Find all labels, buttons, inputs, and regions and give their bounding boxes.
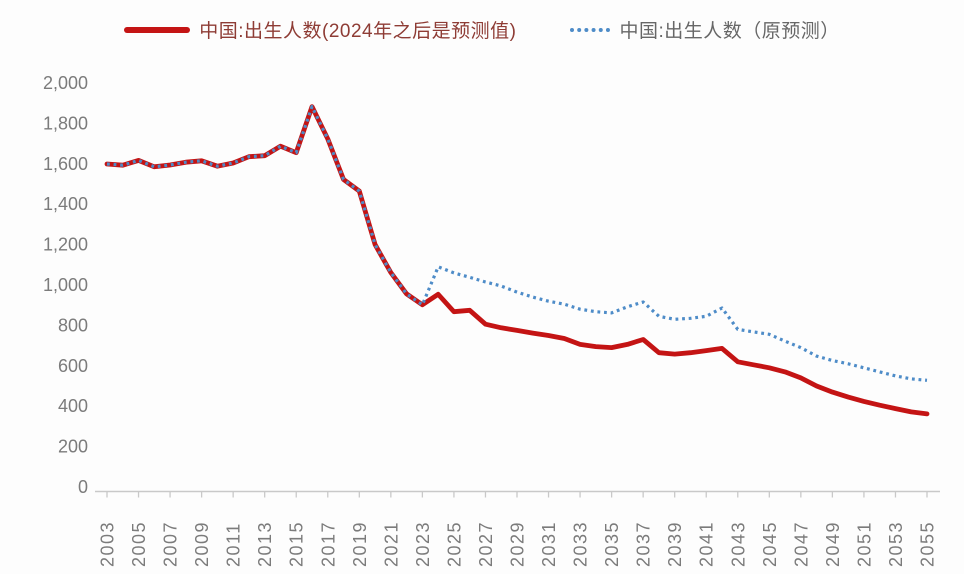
x-axis-label: 2051 xyxy=(854,521,874,567)
x-axis-label: 2009 xyxy=(192,521,212,567)
red-solid-line-swatch xyxy=(124,26,191,33)
x-axis-label: 2041 xyxy=(697,521,717,567)
x-axis-label: 2013 xyxy=(255,521,275,567)
x-axis-label: 2027 xyxy=(476,521,496,567)
x-axis-label: 2039 xyxy=(665,521,685,567)
x-axis-label: 2031 xyxy=(539,521,559,567)
y-axis-label: 400 xyxy=(58,396,88,416)
x-axis-label: 2007 xyxy=(161,521,181,567)
x-axis-label: 2019 xyxy=(350,521,370,567)
x-axis-label: 2005 xyxy=(129,521,149,567)
x-axis-label: 2025 xyxy=(444,521,464,567)
x-axis-label: 2049 xyxy=(823,521,843,567)
y-axis-label: 800 xyxy=(58,315,88,335)
x-axis-label: 2033 xyxy=(571,521,591,567)
x-axis-label: 2045 xyxy=(760,521,780,567)
x-axis-label: 2017 xyxy=(318,521,338,567)
chart-legend: 中国:出生人数(2024年之后是预测值) 中国:出生人数（原预测） xyxy=(0,16,964,43)
legend-label-original-forecast: 中国:出生人数（原预测） xyxy=(619,21,840,42)
x-axis-label: 2029 xyxy=(508,521,528,567)
y-axis-label: 200 xyxy=(58,437,88,457)
x-axis-label: 2055 xyxy=(918,521,938,567)
y-axis-label: 1,800 xyxy=(43,113,88,133)
x-axis-label: 2003 xyxy=(98,521,118,567)
x-axis-label: 2053 xyxy=(886,521,906,567)
original-forecast-dotted-line xyxy=(106,104,928,382)
legend-item-original-forecast: 中国:出生人数（原预测） xyxy=(570,16,839,43)
x-axis-label: 2023 xyxy=(413,521,433,567)
birth-forecast-line xyxy=(104,104,930,417)
y-axis-label: 1,600 xyxy=(43,154,88,174)
legend-item-new-forecast: 中国:出生人数(2024年之后是预测值) xyxy=(124,16,516,43)
legend-label-new-forecast: 中国:出生人数(2024年之后是预测值) xyxy=(199,21,517,42)
x-axis-label: 2021 xyxy=(381,521,401,567)
x-axis-label: 2043 xyxy=(728,521,748,567)
y-axis-label: 1,400 xyxy=(43,194,88,214)
x-axis-label: 2047 xyxy=(791,521,811,567)
x-axis-label: 2037 xyxy=(634,521,654,567)
blue-dotted-line-swatch xyxy=(570,27,611,32)
x-axis-label: 2035 xyxy=(602,521,622,567)
y-axis-label: 1,200 xyxy=(43,235,88,255)
x-axis-label: 2015 xyxy=(287,521,307,567)
y-axis-label: 1,000 xyxy=(43,275,88,295)
y-axis-label: 0 xyxy=(78,477,88,497)
y-axis-label: 600 xyxy=(58,356,88,376)
y-axis-label: 2,000 xyxy=(43,73,88,93)
x-axis-label: 2011 xyxy=(224,522,244,567)
